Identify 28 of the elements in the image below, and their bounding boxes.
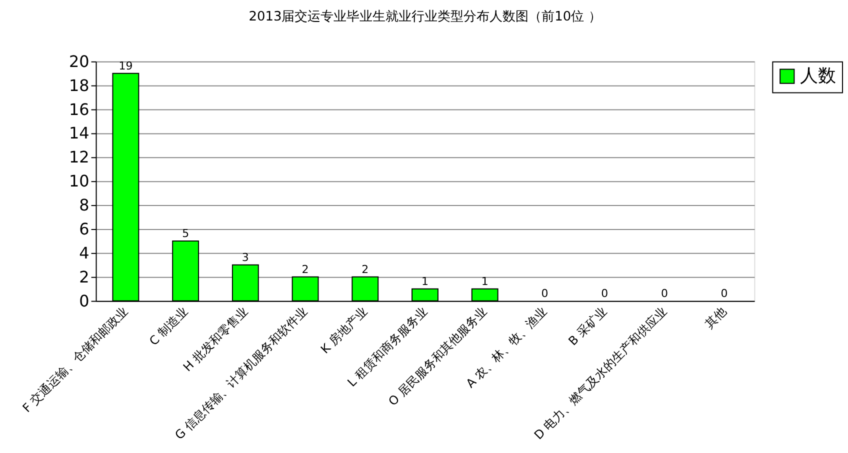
data-label: 1: [422, 274, 428, 288]
y-tick-label: 14: [68, 124, 90, 143]
y-tick-label: 12: [68, 148, 90, 167]
y-tick-label: 16: [68, 100, 90, 119]
y-tick-label: 6: [79, 219, 90, 238]
legend-label: 人数: [800, 65, 836, 86]
data-label: 3: [242, 250, 249, 264]
x-tick-label: 其他: [702, 304, 730, 332]
data-label: 0: [720, 286, 728, 300]
data-label: 0: [601, 286, 608, 300]
y-tick-label: 4: [79, 243, 90, 262]
x-tick-label: C 制造业: [146, 304, 191, 348]
y-tick-label: 10: [68, 172, 90, 191]
y-tick-label: 2: [79, 267, 90, 286]
x-tick-label: B 采矿业: [566, 304, 610, 348]
data-label: 0: [541, 286, 548, 300]
data-label: 2: [362, 262, 369, 276]
data-label: 19: [118, 59, 133, 72]
x-tick-label: K 房地产业: [318, 304, 370, 356]
y-tick-label: 8: [79, 196, 90, 215]
data-label: 2: [302, 262, 309, 276]
y-tick-label: 20: [68, 52, 90, 71]
y-tick-label: 0: [79, 291, 90, 310]
data-label: 5: [182, 226, 190, 240]
chart-title: 2013届交运专业毕业生就业行业类型分布人数图（前10位 ）: [248, 8, 602, 24]
data-label: 0: [660, 286, 668, 300]
y-tick-label: 18: [68, 76, 90, 95]
data-label: 1: [481, 274, 488, 288]
